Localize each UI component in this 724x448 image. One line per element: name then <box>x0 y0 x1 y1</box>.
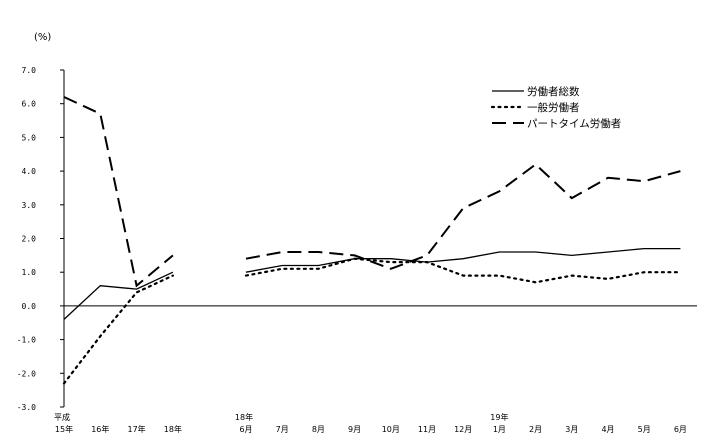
series-line-solid <box>63 271 174 320</box>
series-line-solid <box>245 247 681 273</box>
x-tick-label: 11月 <box>418 425 436 434</box>
y-tick-label: -1.0 <box>17 336 36 345</box>
x-tick-label: 9月 <box>348 425 361 434</box>
x-tick-label: 10月 <box>382 425 400 434</box>
x-tick-label: 16年 <box>91 424 109 434</box>
series-layer <box>62 96 682 385</box>
x-era-label: 平成 <box>54 412 70 422</box>
unit-label: (%) <box>34 32 51 43</box>
y-tick-label: 0.0 <box>22 302 37 311</box>
x-tick-label: 3月 <box>565 425 578 434</box>
x-tick-label: 12月 <box>454 425 472 434</box>
x-year-label: 19年 <box>490 412 508 422</box>
x-axis: 15年 16年 17年 18年 平成 6月 7月 8月 9月 10月 11月 12月 1月 2月 3月 4月 5… <box>54 305 697 434</box>
x-tick-label: 18年 <box>164 424 182 434</box>
x-tick-label: 5月 <box>638 425 651 434</box>
x-tick-label: 7月 <box>276 425 289 434</box>
y-tick-label: 7.0 <box>22 66 37 75</box>
x-tick-label: 2月 <box>529 425 542 434</box>
x-tick-label: 15年 <box>55 424 73 434</box>
y-tick-label: 2.0 <box>22 235 37 244</box>
series-line-dashed <box>63 96 174 288</box>
y-axis: 7.0 6.0 5.0 4.0 3.0 2.0 1.0 0.0 -1.0 -2.0 -3.0 <box>17 66 65 412</box>
y-tick-label: 1.0 <box>22 268 37 277</box>
x-tick-label: 8月 <box>312 425 325 434</box>
x-era-label: 18年 <box>235 412 253 422</box>
legend-label: 一般労働者 <box>527 101 580 114</box>
x-tick-label: 17年 <box>128 424 146 434</box>
x-tick-label: 1月 <box>493 425 506 434</box>
series-line-dotted <box>244 257 682 284</box>
x-tick-label: 4月 <box>601 425 614 434</box>
legend-label: 労働者総数 <box>527 85 580 98</box>
legend-label: パートタイム労働者 <box>527 117 621 130</box>
y-tick-label: 6.0 <box>22 100 37 109</box>
x-tick-label: 6月 <box>239 425 252 434</box>
y-tick-label: -2.0 <box>17 369 36 378</box>
series-line-dashed <box>245 163 681 270</box>
y-tick-label: 3.0 <box>22 201 37 210</box>
y-tick-label: -3.0 <box>17 403 36 412</box>
y-tick-label: 4.0 <box>22 167 37 176</box>
x-tick-label: 6月 <box>674 425 687 434</box>
y-tick-label: 5.0 <box>22 133 37 142</box>
series-line-dotted <box>62 274 174 385</box>
